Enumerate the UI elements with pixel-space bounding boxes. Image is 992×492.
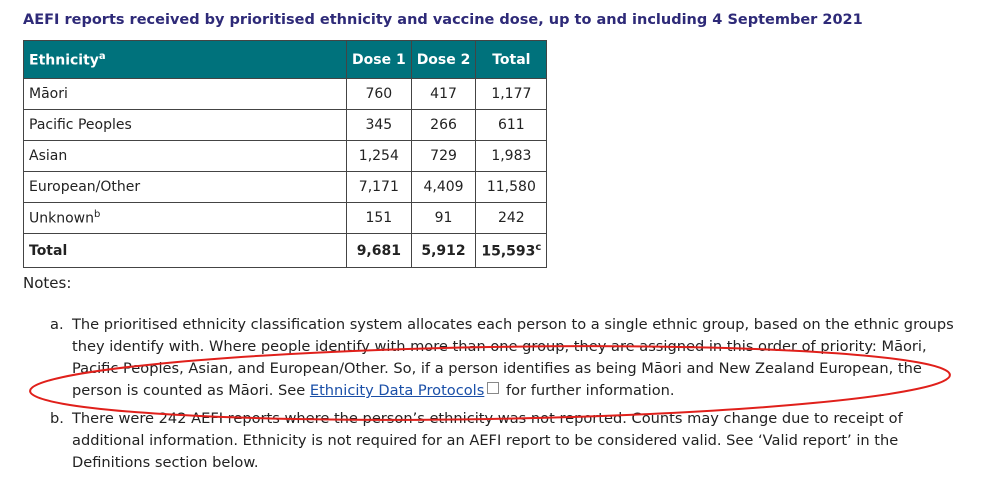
cell-text: 345 [365, 117, 393, 133]
cell-text: Asian [29, 148, 68, 164]
cell-text: European/Other [29, 179, 141, 195]
header-text: Ethnicity [29, 52, 99, 69]
cell-text: 729 [430, 148, 457, 164]
cell-text: 15,593 [481, 243, 536, 260]
cell: 345 [346, 109, 412, 141]
red-circle [29, 345, 951, 421]
cell-text: 7,171 [358, 179, 399, 195]
header-cell: Ethnicitya [23, 40, 347, 79]
header-cell: Dose 1 [346, 40, 412, 79]
row: Asian 1,254 729 1,983 [23, 140, 548, 172]
cell: 7,171 [346, 171, 412, 203]
text: The prioritised ethnicity classification… [72, 316, 954, 399]
cell-text: Pacific Peoples [29, 117, 132, 133]
cell: 1,254 [346, 140, 412, 172]
total-row: Total 9,681 5,912 15,593c [23, 233, 548, 268]
external-icon [487, 382, 500, 394]
header-cell: Dose 2 [410, 40, 477, 79]
cell: 611 [475, 109, 548, 141]
marker: b. [50, 410, 64, 427]
cell-text: 11,580 [486, 179, 536, 195]
cell: 9,681 [346, 233, 412, 268]
cell-text: 760 [365, 86, 393, 102]
cell-text: 1,254 [358, 148, 399, 164]
note: a. The prioritised ethnicity classificati… [50, 314, 968, 402]
cell: Total [23, 233, 347, 268]
header-cell: Total [475, 40, 548, 79]
note-text: The prioritised ethnicity classification… [72, 314, 968, 402]
row: Unknownb 151 91 242 [23, 202, 548, 234]
cell-text: 4,409 [423, 179, 464, 195]
text: for further information. [501, 382, 675, 399]
header-row: Ethnicitya Dose 1 Dose 2 Total [23, 40, 548, 79]
title: AEFI reports received by prioritised eth… [23, 12, 863, 28]
table-body: Māori 760 417 1,177 Pacific Peoples 345 266 611… [23, 78, 548, 234]
cell-text: Māori [29, 86, 68, 102]
footnote-ref: c [535, 241, 542, 253]
cell-text: 266 [430, 117, 457, 133]
cell: 1,983 [475, 140, 548, 172]
notes-list: a. The prioritised ethnicity classificati… [50, 314, 968, 480]
row: European/Other 7,171 4,409 11,580 [23, 171, 548, 203]
row: Pacific Peoples 345 266 611 [23, 109, 548, 141]
cell: 1,177 [475, 78, 548, 110]
cell: Pacific Peoples [23, 109, 347, 141]
cell-text: 417 [430, 86, 457, 102]
cell-text: 91 [434, 210, 453, 226]
cell-text: 242 [497, 210, 525, 226]
cell: 15,593c [475, 233, 548, 268]
footnote-ref: b [94, 209, 101, 221]
notes-heading: Notes: [23, 274, 72, 292]
footnote-ref: a [98, 50, 106, 62]
cell: 11,580 [475, 171, 548, 203]
cell-text: Unknown [29, 210, 94, 227]
link[interactable]: Ethnicity Data Protocols [309, 382, 485, 399]
marker: a. [50, 316, 64, 333]
cell-text: 1,177 [491, 86, 532, 102]
cell: 151 [346, 202, 412, 234]
ethnicity-table: Ethnicitya Dose 1 Dose 2 Total Māori 760 4… [23, 40, 548, 268]
cell: 729 [410, 140, 477, 172]
cell-text: 611 [497, 117, 525, 133]
cell-text: 1,983 [491, 148, 532, 164]
cell-text: 151 [365, 210, 393, 226]
